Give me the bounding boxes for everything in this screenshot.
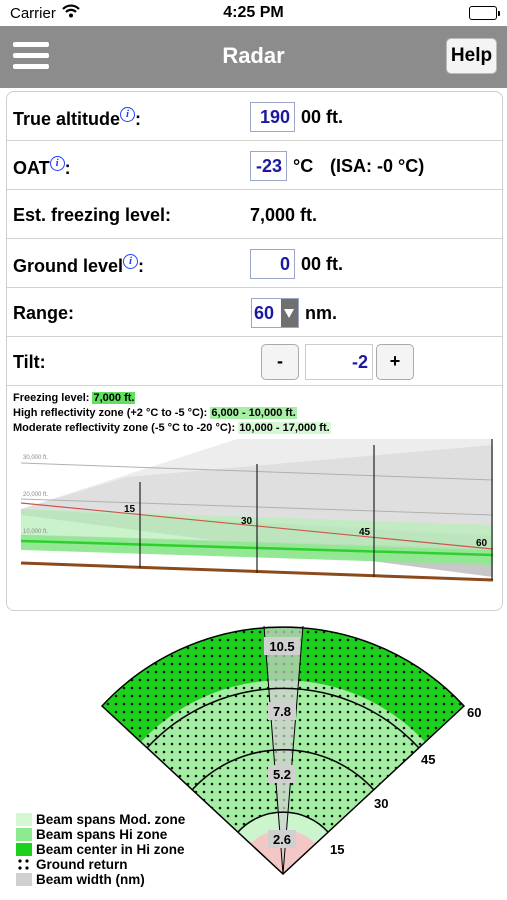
beam-width-60: 10.5 [269, 639, 294, 654]
reflectivity-legend: Freezing level: 7,000 ft. High reflectiv… [13, 392, 331, 434]
alt-label-20000: 20,000 ft. [23, 492, 48, 498]
isa-deviation: (ISA: -0 °C) [330, 156, 425, 176]
page-title: Radar [222, 43, 285, 68]
ring-label-15: 15 [330, 842, 344, 857]
plan-view-diagram: 2.6 5.2 7.8 10.5 15 30 45 60 [100, 625, 481, 876]
legend-item-hi-zone: Beam spans Hi zone [16, 827, 185, 842]
mod-zone-highlight: 10,000 - 17,000 ft. [238, 422, 331, 434]
chevron-down-icon [281, 299, 298, 327]
tilt-input[interactable]: -2 [305, 344, 373, 380]
freezing-level-highlight: 7,000 ft. [92, 392, 136, 404]
tilt-label: Tilt: [13, 352, 46, 372]
nav-bar: Radar Help [0, 26, 507, 88]
oat-unit: °C [293, 156, 314, 176]
row-true-altitude: True altitude i: 190 00 ft. [7, 92, 502, 141]
carrier-label: Carrier [10, 5, 56, 22]
legend-item-beam-center: Beam center in Hi zone [16, 842, 185, 857]
freezing-level-label: Est. freezing level: [13, 205, 172, 225]
legend-item-ground-return: Ground return [16, 857, 185, 872]
range-label-45: 45 [359, 527, 371, 538]
legend-item-beam-width: Beam width (nm) [16, 872, 185, 887]
menu-icon[interactable] [13, 40, 49, 72]
battery-icon [469, 6, 500, 20]
info-icon[interactable]: i [49, 156, 65, 171]
oat-label: OAT i: [13, 156, 71, 178]
row-oat: OAT i: -23 °C (ISA: -0 °C) [7, 141, 502, 190]
hi-zone-highlight: 6,000 - 10,000 ft. [210, 407, 297, 419]
true-altitude-input[interactable]: 190 [250, 102, 295, 132]
true-altitude-label: True altitude i: [13, 107, 142, 129]
vertical-profile-diagram: 30,000 ft. 20,000 ft. 10,000 ft. 15 30 4… [20, 439, 494, 582]
range-label-60: 60 [476, 538, 488, 549]
row-ground-level: Ground level i: 0 00 ft. [7, 239, 502, 288]
freezing-level-value: 7,000 ft. [250, 205, 318, 225]
clock: 4:25 PM [223, 4, 284, 21]
tilt-decrease-button[interactable]: - [261, 344, 299, 380]
row-range: Range: 60 nm. [7, 288, 502, 337]
beam-width-45: 7.8 [273, 704, 291, 719]
row-tilt: Tilt: - -2 + [7, 337, 502, 386]
range-unit: nm. [305, 303, 338, 323]
row-freezing-level: Est. freezing level: 7,000 ft. [7, 190, 502, 239]
beam-width-15: 2.6 [273, 832, 291, 847]
info-icon[interactable]: i [120, 107, 136, 122]
ring-label-45: 45 [421, 752, 435, 767]
wifi-icon [62, 3, 80, 24]
info-icon[interactable]: i [123, 254, 139, 269]
tilt-increase-button[interactable]: + [376, 344, 414, 380]
range-label: Range: [13, 303, 75, 323]
ground-level-label: Ground level i: [13, 254, 145, 276]
range-label-30: 30 [241, 516, 253, 527]
oat-input[interactable]: -23 [250, 151, 287, 181]
radar-form: True altitude i: 190 00 ft. OAT i: -23 °C … [6, 91, 503, 611]
status-bar: Carrier 4:25 PM [0, 0, 507, 26]
ring-label-60: 60 [467, 705, 481, 720]
ring-label-30: 30 [374, 796, 388, 811]
legend-item-mod-zone: Beam spans Mod. zone [16, 812, 185, 827]
plan-legend: Beam spans Mod. zone Beam spans Hi zone … [16, 812, 185, 887]
alt-label-10000: 10,000 ft. [23, 529, 48, 535]
alt-label-30000: 30,000 ft. [23, 455, 48, 461]
range-label-15: 15 [124, 504, 136, 515]
help-button[interactable]: Help [446, 38, 497, 74]
ground-level-unit: 00 ft. [301, 254, 344, 274]
ground-level-input[interactable]: 0 [250, 249, 295, 279]
beam-width-30: 5.2 [273, 767, 291, 782]
true-altitude-unit: 00 ft. [301, 107, 344, 127]
range-select[interactable]: 60 [251, 298, 299, 328]
